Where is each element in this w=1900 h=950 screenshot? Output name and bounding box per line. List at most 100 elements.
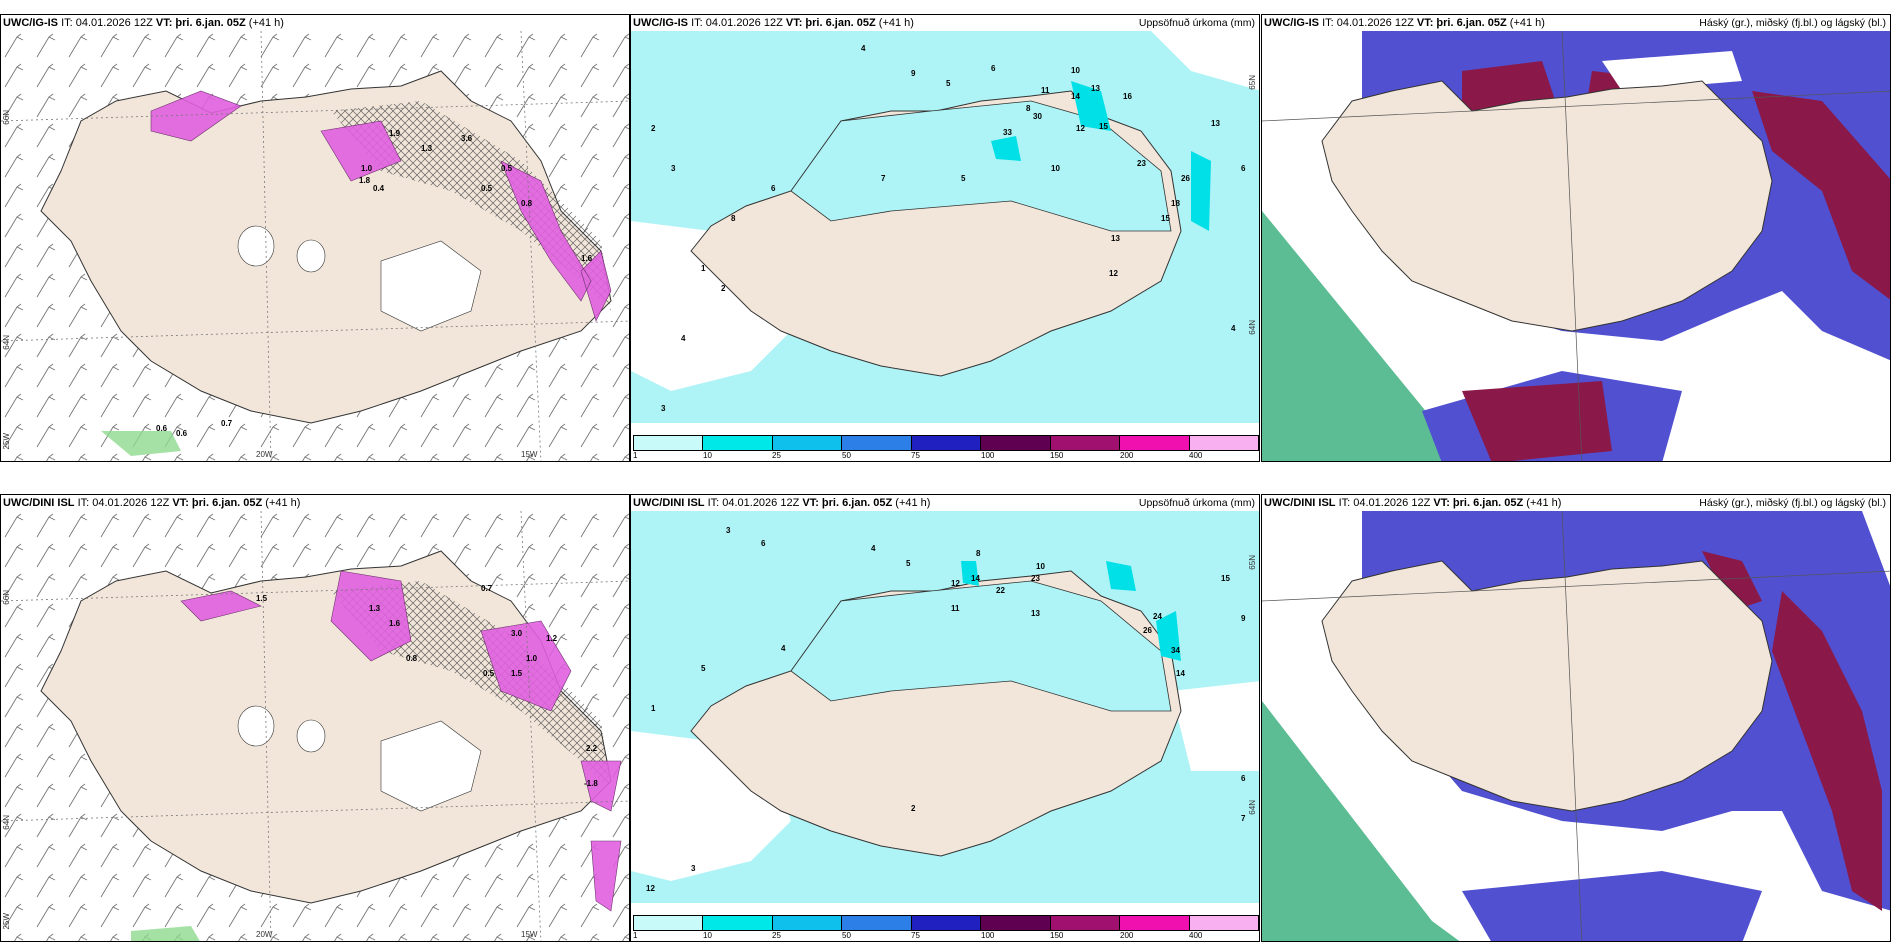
colorbar-tick: 10 — [703, 931, 712, 940]
precip-value: 15 — [1161, 214, 1170, 223]
model-name: UWC/IG-IS — [1264, 17, 1319, 29]
model-name: UWC/IG-IS — [633, 17, 688, 29]
init-time: IT: 04.01.2026 12Z — [77, 497, 170, 509]
colorbar-segment — [1189, 916, 1258, 930]
lat-label: 64N — [2, 815, 11, 830]
precip-value: 24 — [1153, 612, 1162, 621]
value-label: 1.0 — [361, 164, 373, 173]
precip-value: 14 — [1071, 92, 1080, 101]
colorbar-segment — [772, 436, 843, 450]
valid-time: þri. 6.jan. 05Z — [821, 497, 893, 509]
vt-label: VT: — [1416, 17, 1434, 29]
colorbar-tick: 100 — [981, 451, 995, 460]
value-label: 1.3 — [421, 144, 433, 153]
vt-label: VT: — [802, 497, 819, 509]
lon-label: 20W — [256, 930, 273, 939]
precip-value: 6 — [771, 184, 776, 193]
precip-value: 23 — [1031, 574, 1040, 583]
precip-value: 14 — [971, 574, 980, 583]
lead-time: (+41 h) — [895, 497, 931, 509]
precip-value: 2 — [911, 804, 916, 813]
vt-label: VT: — [172, 497, 189, 509]
value-label: 2.2 — [586, 744, 598, 753]
precip-value: 7 — [881, 174, 886, 183]
precip-value: 8 — [1026, 104, 1031, 113]
cloud-panel-bottom: UWC/DINI ISL IT: 04.01.2026 12Z VT: þri.… — [1261, 494, 1891, 942]
precip-value: 8 — [976, 549, 981, 558]
colorbar-segment — [1050, 916, 1121, 930]
colorbar-tick: 25 — [772, 451, 781, 460]
value-label: 0.8 — [521, 199, 533, 208]
panel-subtitle: Háský (gr.), miðský (fj.bl.) og lágský (… — [1699, 17, 1886, 29]
precip-value: 3 — [691, 864, 696, 873]
valid-time: þri. 6.jan. 05Z — [1436, 17, 1507, 29]
colorbar-segment — [772, 916, 843, 930]
colorbar-tick: 100 — [981, 931, 995, 940]
colorbar-tick: 200 — [1120, 931, 1134, 940]
precip-value: 15 — [1099, 122, 1108, 131]
model-name: UWC/DINI ISL — [3, 497, 75, 509]
value-label: 1.3 — [369, 604, 381, 613]
value-label: 1.0 — [526, 654, 538, 663]
colorbar-segment — [911, 916, 982, 930]
panel-title: UWC/IG-IS IT: 04.01.2026 12Z VT: þri. 6.… — [633, 17, 914, 29]
colorbar-segment — [981, 436, 1051, 450]
precip-value: 8 — [731, 214, 736, 223]
precip-value: 4 — [681, 334, 686, 343]
model-name: UWC/DINI ISL — [1264, 497, 1336, 509]
valid-time: þri. 6.jan. 05Z — [175, 17, 246, 29]
precip-value: 22 — [996, 586, 1005, 595]
colorbar — [633, 435, 1259, 451]
value-label: 1.8 — [359, 176, 371, 185]
precip-value: 30 — [1033, 112, 1042, 121]
precip-value: 12 — [646, 884, 655, 893]
lat-label: 64N — [1248, 800, 1257, 815]
colorbar-segment — [911, 436, 982, 450]
panel-subtitle: Uppsöfnuð úrkoma (mm) — [1138, 497, 1255, 509]
precip-value: 5 — [906, 559, 911, 568]
colorbar-segment — [634, 916, 704, 930]
panel-subtitle: Háský (gr.), miðský (fj.bl.) og lágský (… — [1699, 497, 1886, 509]
wind-map: 0.6 0.6 0.7 1.9 1.0 1.8 0.5 0.4 0.8 1.6 … — [1, 31, 629, 461]
colorbar-tick: 50 — [842, 451, 851, 460]
precip-value: 4 — [781, 644, 786, 653]
valid-time: þri. 6.jan. 05Z — [1452, 497, 1524, 509]
precip-value: 4 — [871, 544, 876, 553]
precip-value: 3 — [726, 526, 731, 535]
precip-value: 2 — [721, 284, 726, 293]
vt-label: VT: — [155, 17, 173, 29]
lead-time: (+41 h) — [1526, 497, 1562, 509]
precip-value: 3 — [671, 164, 676, 173]
colorbar-ticks: 1 10 25 50 75 100 150 200 400 — [633, 451, 1259, 461]
precip-value: 18 — [1171, 199, 1180, 208]
precip-value: 34 — [1171, 646, 1180, 655]
valid-time: þri. 6.jan. 05Z — [191, 497, 263, 509]
colorbar-tick: 400 — [1189, 931, 1203, 940]
value-label: 1.5 — [256, 594, 268, 603]
precip-values: 4 9 5 6 8 11 10 14 13 12 15 16 13 33 30 … — [651, 44, 1246, 413]
colorbar-tick: 1 — [633, 451, 638, 460]
precip-value: 33 — [1003, 128, 1012, 137]
vt-label: VT: — [785, 17, 803, 29]
precip-value: 1 — [701, 264, 706, 273]
precip-value: 10 — [1036, 562, 1045, 571]
precip-value: 3 — [661, 404, 666, 413]
precip-value: 6 — [991, 64, 996, 73]
value-label: 0.7 — [481, 584, 493, 593]
precip-value: 7 — [1241, 814, 1246, 823]
precip-value: 9 — [911, 69, 916, 78]
value-label: -1.8 — [584, 779, 598, 788]
colorbar-segment — [634, 436, 704, 450]
colorbar-tick: 200 — [1120, 451, 1134, 460]
valid-time: þri. 6.jan. 05Z — [805, 17, 876, 29]
colorbar-tick: 50 — [842, 931, 851, 940]
lat-label: 65N — [1248, 75, 1257, 90]
value-label: 3.0 — [511, 629, 523, 638]
colorbar-tick: 150 — [1050, 931, 1064, 940]
lead-time: (+41 h) — [878, 17, 914, 29]
init-time: IT: 04.01.2026 12Z — [691, 17, 783, 29]
colorbar-tick: 400 — [1189, 451, 1203, 460]
cloud-map — [1262, 31, 1890, 461]
precip-value: 2 — [651, 124, 656, 133]
colorbar-segment — [1189, 436, 1258, 450]
